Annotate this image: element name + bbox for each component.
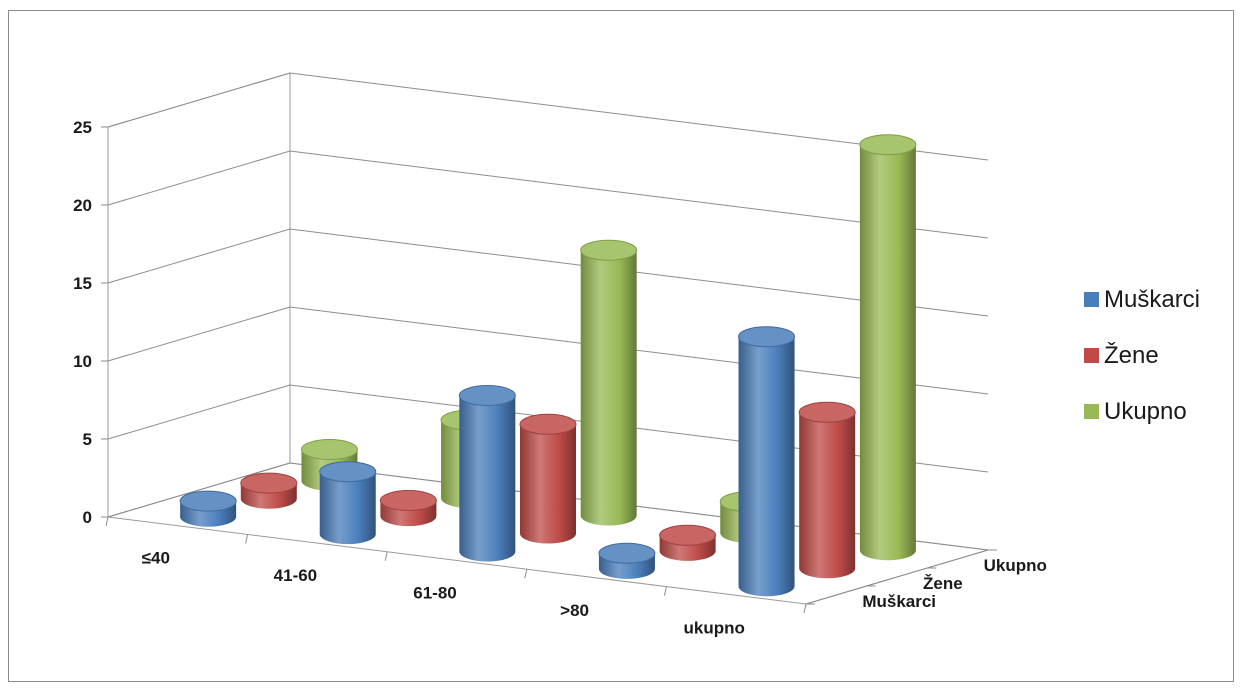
bar-top bbox=[659, 524, 717, 546]
bar bbox=[519, 413, 577, 544]
depth-axis-line bbox=[805, 549, 989, 605]
y-tick-label: 20 bbox=[73, 196, 92, 215]
legend-swatch bbox=[1084, 348, 1099, 363]
legend-item: Muškarci bbox=[1084, 286, 1200, 313]
bar bbox=[659, 524, 717, 561]
bar-top bbox=[738, 326, 796, 348]
legend-label: Muškarci bbox=[1104, 286, 1200, 313]
legend-label: Žene bbox=[1104, 342, 1159, 369]
x-tick-mark bbox=[105, 516, 109, 527]
bar-top bbox=[240, 472, 298, 494]
legend-item: Žene bbox=[1084, 342, 1159, 369]
bar-body bbox=[738, 336, 795, 597]
bar bbox=[859, 134, 917, 561]
x-tick-mark bbox=[384, 551, 388, 561]
bar bbox=[379, 490, 437, 527]
bar-body bbox=[520, 424, 576, 544]
bar-top bbox=[458, 385, 516, 406]
legend-item: Ukupno bbox=[1084, 398, 1187, 425]
bar-top bbox=[519, 413, 577, 435]
x-tick-mark bbox=[803, 603, 807, 614]
x-tick-label: 61-80 bbox=[413, 584, 456, 603]
x-tick-label: >80 bbox=[560, 601, 589, 620]
bar bbox=[738, 326, 796, 597]
bar-top bbox=[300, 439, 358, 460]
gridline bbox=[107, 228, 989, 317]
x-tick-label: 41-60 bbox=[274, 566, 317, 585]
bar bbox=[319, 461, 377, 545]
bar-top bbox=[379, 490, 437, 511]
x-axis-ticks: ≤40 41-60 61-80 >80 ukupno bbox=[105, 516, 807, 637]
bar bbox=[598, 542, 656, 579]
x-tick-label: ≤40 bbox=[142, 549, 170, 568]
bar-top bbox=[319, 461, 377, 483]
bar-body bbox=[319, 471, 376, 545]
bar-body bbox=[459, 395, 516, 562]
depth-tick-label: Žene bbox=[923, 574, 963, 593]
x-tick-mark bbox=[245, 534, 249, 544]
x-tick-label: ukupno bbox=[684, 618, 745, 637]
bar-body bbox=[859, 144, 916, 561]
bar bbox=[179, 490, 237, 527]
y-tick-label: 15 bbox=[73, 274, 92, 293]
bar bbox=[458, 385, 516, 562]
y-tick-label: 25 bbox=[73, 118, 92, 137]
legend-swatch bbox=[1084, 404, 1099, 419]
legend-swatch bbox=[1084, 292, 1099, 307]
bars bbox=[179, 134, 917, 597]
bar-top bbox=[859, 134, 917, 156]
bar bbox=[240, 472, 298, 509]
x-tick-mark bbox=[663, 586, 667, 596]
legend-label: Ukupno bbox=[1104, 398, 1187, 425]
y-axis-ticks: 0 5 10 15 20 25 bbox=[73, 118, 108, 527]
depth-tick-label: Ukupno bbox=[984, 556, 1047, 575]
side-wall bbox=[107, 72, 291, 518]
bar bbox=[580, 239, 638, 526]
bar-body bbox=[580, 250, 637, 526]
y-tick-label: 10 bbox=[73, 352, 92, 371]
bar-top bbox=[179, 490, 237, 512]
y-tick-label: 5 bbox=[83, 430, 92, 449]
legend: Muškarci Žene Ukupno bbox=[1084, 286, 1200, 425]
bar-top bbox=[798, 401, 856, 423]
bar bbox=[798, 401, 856, 579]
y-tick-label: 0 bbox=[83, 508, 92, 527]
bar-body bbox=[799, 412, 856, 579]
bar-top bbox=[580, 239, 638, 261]
depth-tick-label: Muškarci bbox=[862, 592, 936, 611]
gridline bbox=[107, 150, 989, 239]
x-tick-mark bbox=[524, 569, 528, 579]
bar-top bbox=[598, 542, 656, 564]
gridline bbox=[107, 72, 989, 161]
